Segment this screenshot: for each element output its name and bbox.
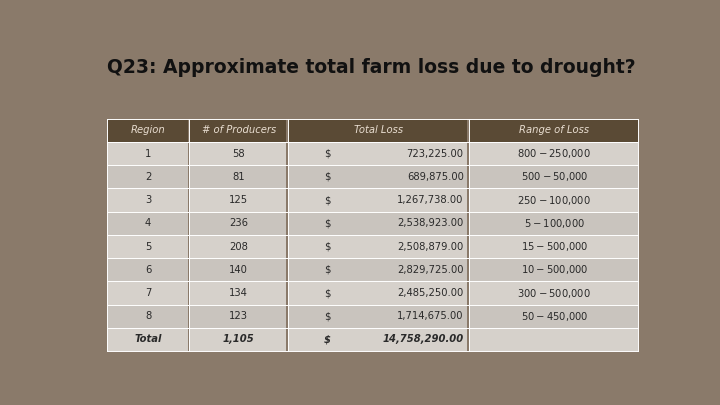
Bar bbox=[107, 305, 188, 328]
Text: 2: 2 bbox=[145, 172, 151, 182]
Text: 5: 5 bbox=[145, 241, 151, 252]
Bar bbox=[189, 119, 287, 142]
Bar bbox=[469, 212, 638, 235]
Text: Region: Region bbox=[130, 126, 166, 135]
Text: 58: 58 bbox=[233, 149, 245, 159]
Text: $: $ bbox=[324, 195, 330, 205]
Text: Q23: Approximate total farm loss due to drought?: Q23: Approximate total farm loss due to … bbox=[107, 58, 635, 77]
Text: $250 - $100,000: $250 - $100,000 bbox=[518, 194, 591, 207]
Bar bbox=[189, 188, 287, 212]
Text: 208: 208 bbox=[229, 241, 248, 252]
Bar bbox=[469, 235, 638, 258]
Bar bbox=[469, 188, 638, 212]
Text: 140: 140 bbox=[229, 265, 248, 275]
Text: Range of Loss: Range of Loss bbox=[519, 126, 590, 135]
Bar bbox=[469, 142, 638, 165]
Text: $: $ bbox=[324, 172, 330, 182]
Bar bbox=[107, 258, 188, 281]
Bar bbox=[288, 188, 467, 212]
Bar bbox=[107, 328, 188, 351]
Bar bbox=[469, 119, 638, 142]
Text: 1,105: 1,105 bbox=[222, 335, 254, 345]
Text: 6: 6 bbox=[145, 265, 151, 275]
Text: 8: 8 bbox=[145, 311, 151, 321]
Text: 2,829,725.00: 2,829,725.00 bbox=[397, 265, 464, 275]
Text: 689,875.00: 689,875.00 bbox=[407, 172, 464, 182]
Bar bbox=[469, 258, 638, 281]
Bar bbox=[288, 119, 467, 142]
Text: 14,758,290.00: 14,758,290.00 bbox=[382, 335, 464, 345]
Text: 134: 134 bbox=[229, 288, 248, 298]
Text: 2,538,923.00: 2,538,923.00 bbox=[397, 218, 464, 228]
Bar bbox=[189, 305, 287, 328]
Text: 2,508,879.00: 2,508,879.00 bbox=[397, 241, 464, 252]
Bar bbox=[288, 235, 467, 258]
Text: $15 - $500,000: $15 - $500,000 bbox=[521, 240, 588, 253]
Text: 125: 125 bbox=[229, 195, 248, 205]
Text: Total Loss: Total Loss bbox=[354, 126, 403, 135]
Bar bbox=[189, 258, 287, 281]
Text: $: $ bbox=[324, 288, 330, 298]
Bar bbox=[107, 281, 188, 305]
Bar bbox=[107, 119, 188, 142]
Bar bbox=[469, 328, 638, 351]
Text: 3: 3 bbox=[145, 195, 151, 205]
Text: 1,714,675.00: 1,714,675.00 bbox=[397, 311, 464, 321]
Text: 236: 236 bbox=[229, 218, 248, 228]
Bar bbox=[189, 328, 287, 351]
Bar bbox=[107, 188, 188, 212]
Text: $: $ bbox=[324, 335, 331, 345]
Bar bbox=[288, 165, 467, 188]
Bar bbox=[288, 212, 467, 235]
Bar bbox=[288, 142, 467, 165]
Bar bbox=[189, 212, 287, 235]
Bar bbox=[107, 142, 188, 165]
Text: 7: 7 bbox=[145, 288, 151, 298]
Bar bbox=[107, 235, 188, 258]
Bar bbox=[189, 142, 287, 165]
Bar bbox=[107, 165, 188, 188]
Text: $5 - $100,000: $5 - $100,000 bbox=[523, 217, 585, 230]
Text: 81: 81 bbox=[233, 172, 245, 182]
Text: $800 - $250,000: $800 - $250,000 bbox=[518, 147, 591, 160]
Text: 123: 123 bbox=[229, 311, 248, 321]
Bar bbox=[288, 305, 467, 328]
Text: $: $ bbox=[324, 311, 330, 321]
Bar bbox=[288, 328, 467, 351]
Text: 1,267,738.00: 1,267,738.00 bbox=[397, 195, 464, 205]
Text: 723,225.00: 723,225.00 bbox=[407, 149, 464, 159]
Bar bbox=[189, 165, 287, 188]
Bar bbox=[107, 212, 188, 235]
Bar bbox=[189, 235, 287, 258]
Bar bbox=[288, 258, 467, 281]
Text: $: $ bbox=[324, 265, 330, 275]
Text: 2,485,250.00: 2,485,250.00 bbox=[397, 288, 464, 298]
Bar bbox=[469, 305, 638, 328]
Text: 4: 4 bbox=[145, 218, 151, 228]
Text: $: $ bbox=[324, 241, 330, 252]
Bar bbox=[469, 165, 638, 188]
Text: $: $ bbox=[324, 218, 330, 228]
Text: $50 - $450,000: $50 - $450,000 bbox=[521, 310, 588, 323]
Bar bbox=[469, 281, 638, 305]
Bar bbox=[189, 281, 287, 305]
Text: Total: Total bbox=[135, 335, 162, 345]
Text: $10 - $500,000: $10 - $500,000 bbox=[521, 263, 588, 276]
Text: $500 - $50,000: $500 - $50,000 bbox=[521, 171, 588, 183]
Text: 1: 1 bbox=[145, 149, 151, 159]
Text: # of Producers: # of Producers bbox=[202, 126, 276, 135]
Text: $: $ bbox=[324, 149, 330, 159]
Text: $300 - $500,000: $300 - $500,000 bbox=[518, 286, 591, 300]
Bar bbox=[288, 281, 467, 305]
